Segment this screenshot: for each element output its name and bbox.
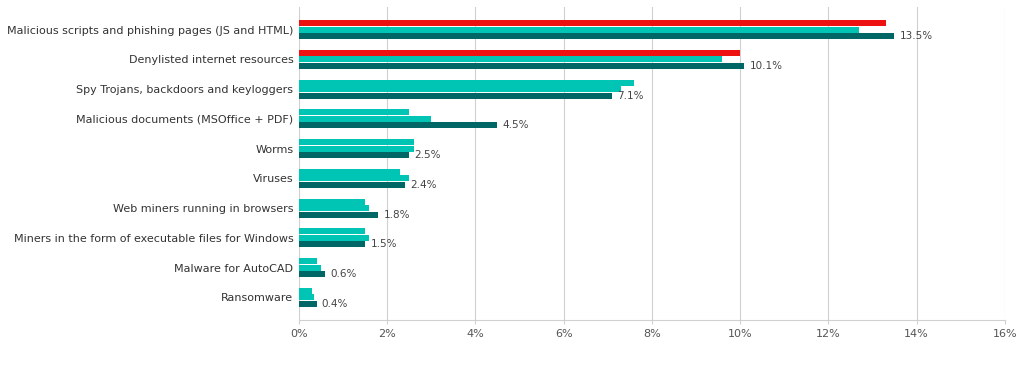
- Bar: [299, 271, 326, 277]
- Text: 0.6%: 0.6%: [331, 269, 357, 279]
- Text: 13.5%: 13.5%: [900, 31, 933, 41]
- Bar: [299, 152, 410, 158]
- Bar: [299, 50, 740, 56]
- Text: 7.1%: 7.1%: [617, 91, 644, 101]
- Bar: [299, 205, 370, 211]
- Text: 10.1%: 10.1%: [750, 61, 782, 71]
- Bar: [299, 199, 365, 205]
- Bar: [299, 241, 365, 248]
- Bar: [299, 258, 316, 264]
- Bar: [299, 79, 634, 86]
- Text: 2.5%: 2.5%: [415, 150, 441, 160]
- Bar: [299, 93, 612, 99]
- Bar: [299, 212, 378, 218]
- Text: 0.4%: 0.4%: [322, 299, 348, 309]
- Bar: [299, 235, 370, 241]
- Bar: [299, 265, 321, 271]
- Bar: [299, 63, 744, 69]
- Bar: [299, 288, 312, 294]
- Bar: [299, 182, 404, 188]
- Text: 1.8%: 1.8%: [384, 210, 410, 220]
- Text: 1.5%: 1.5%: [371, 240, 397, 250]
- Bar: [299, 116, 431, 122]
- Bar: [299, 33, 894, 39]
- Text: 2.4%: 2.4%: [410, 180, 436, 190]
- Bar: [299, 56, 722, 63]
- Text: 4.5%: 4.5%: [503, 120, 529, 131]
- Bar: [299, 109, 410, 116]
- Bar: [299, 229, 365, 234]
- Bar: [299, 294, 314, 300]
- Bar: [299, 26, 859, 33]
- Bar: [299, 123, 498, 128]
- Bar: [299, 176, 410, 181]
- Bar: [299, 20, 886, 26]
- Bar: [299, 86, 621, 92]
- Bar: [299, 301, 316, 307]
- Bar: [299, 139, 414, 145]
- Bar: [299, 169, 400, 175]
- Bar: [299, 146, 414, 152]
